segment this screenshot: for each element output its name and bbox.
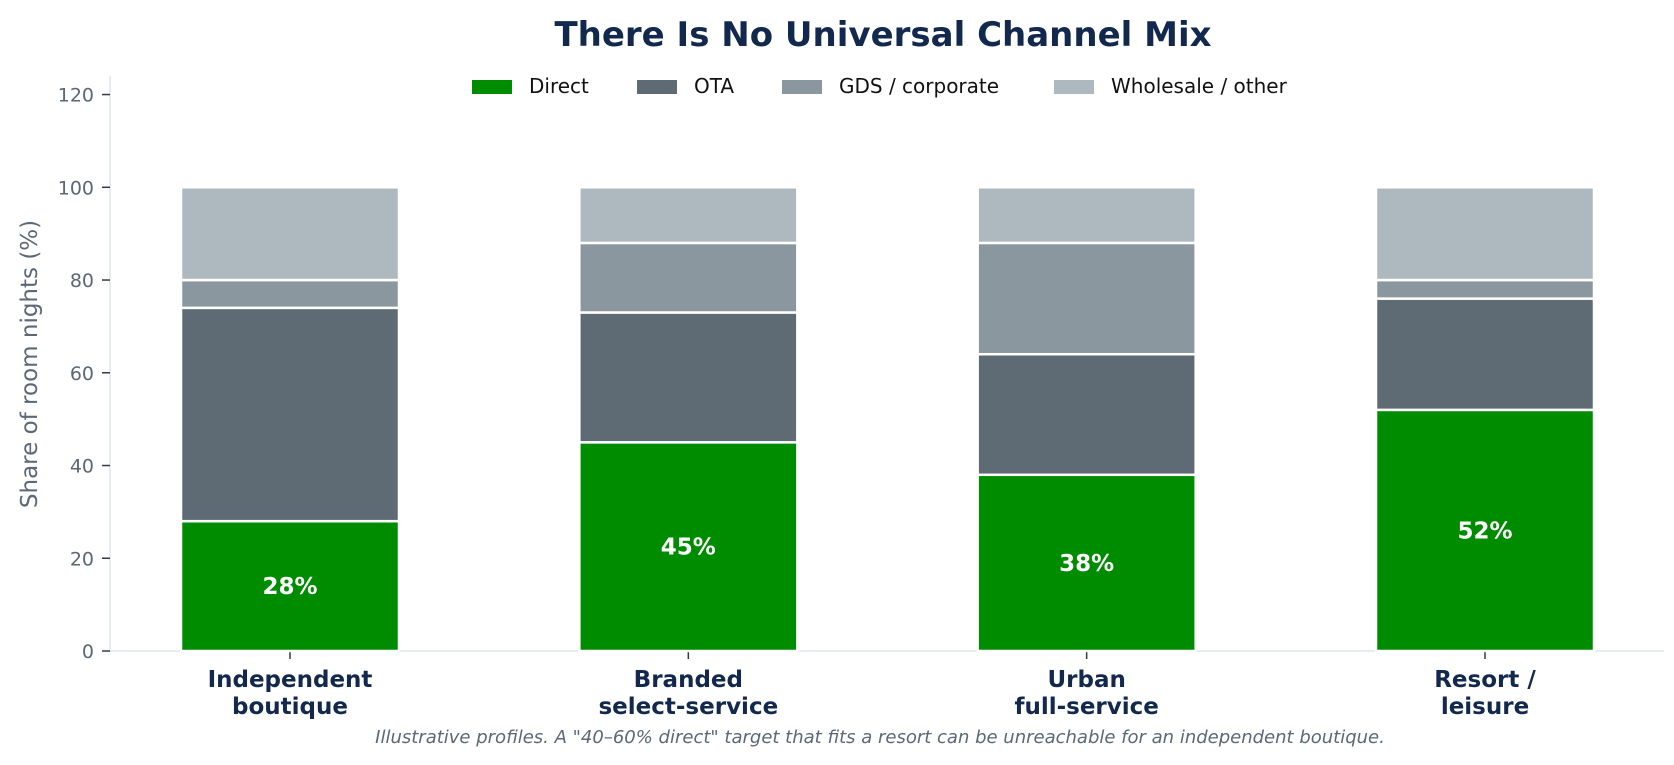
legend-swatch xyxy=(782,80,822,94)
legend-item: GDS / corporate xyxy=(782,74,999,98)
bar-segment-gds-corporate xyxy=(1374,278,1596,300)
data-label: 28% xyxy=(262,574,317,600)
bar-segment-direct xyxy=(1374,408,1596,653)
x-tick-label: Branded select-service xyxy=(598,667,778,720)
y-axis-label: Share of room nights (%) xyxy=(17,220,43,508)
y-tick-label: 0 xyxy=(82,641,94,663)
x-tick-label: Urban full-service xyxy=(1014,667,1158,720)
bars xyxy=(179,186,1596,653)
chart-title: There Is No Universal Channel Mix xyxy=(554,15,1211,55)
bar-segment-direct xyxy=(976,473,1197,653)
y-tick-label: 100 xyxy=(58,177,94,199)
legend-label: GDS / corporate xyxy=(839,74,999,98)
x-tick-label: Independent boutique xyxy=(208,667,373,720)
data-label: 45% xyxy=(661,535,716,561)
legend-swatch xyxy=(637,80,677,94)
legend-swatch xyxy=(472,80,512,94)
bar-segment-gds-corporate xyxy=(179,278,401,310)
legend-label: Wholesale / other xyxy=(1111,74,1288,98)
legend-label: Direct xyxy=(529,74,589,98)
bar-segment-wholesale-other xyxy=(1374,186,1596,282)
bar-segment-ota xyxy=(976,352,1197,477)
legend: Direct OTA GDS / corporate Wholesale / othe… xyxy=(472,74,1288,98)
bar-segment-gds-corporate xyxy=(976,241,1197,356)
legend-label: OTA xyxy=(694,74,734,98)
bar-segment-wholesale-other xyxy=(179,186,401,282)
bar-segment-direct xyxy=(179,519,401,653)
legend-item: Wholesale / other xyxy=(1054,74,1288,98)
chart-caption: Illustrative profiles. A "40–60% direct"… xyxy=(375,727,1385,748)
bar-segment-ota xyxy=(578,311,799,444)
bar-segment-ota xyxy=(1374,297,1596,412)
y-tick-label: 120 xyxy=(58,85,94,107)
legend-item: OTA xyxy=(637,74,734,98)
bar-segment-wholesale-other xyxy=(578,186,799,245)
legend-swatch xyxy=(1054,80,1094,94)
y-tick-label: 80 xyxy=(70,270,94,292)
data-labels: 28% 45% 38% 52% xyxy=(262,518,1512,600)
bar-segment-ota xyxy=(179,306,401,523)
data-label: 52% xyxy=(1457,518,1512,544)
y-tick-label: 20 xyxy=(70,548,94,570)
bar-segment-direct xyxy=(578,441,799,653)
data-label: 38% xyxy=(1059,551,1114,577)
x-tick-label: Resort / leisure xyxy=(1434,667,1536,720)
axes: 0 20 40 60 80 100 120 Independent boutique Brande… xyxy=(58,76,1664,720)
bar-segment-gds-corporate xyxy=(578,241,799,314)
y-tick-label: 40 xyxy=(70,456,94,478)
y-tick-label: 60 xyxy=(70,363,94,385)
bar-segment-wholesale-other xyxy=(976,186,1197,245)
legend-item: Direct xyxy=(472,74,589,98)
